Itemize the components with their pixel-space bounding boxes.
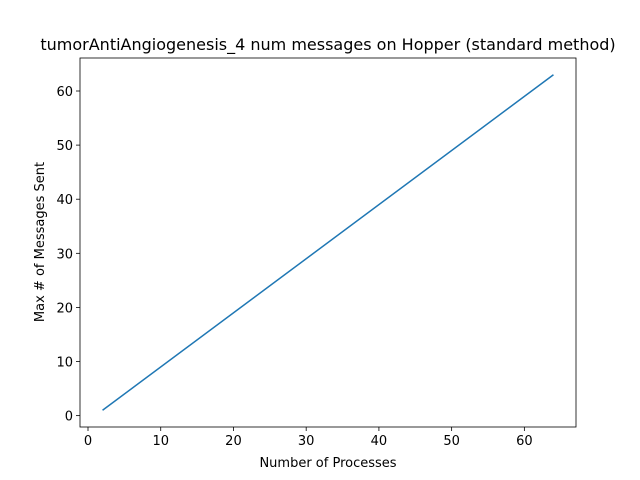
plot-area: 0 10 20 30 40 50 60 0 10 20 30 40 50 60: [56, 57, 577, 449]
x-tick-label: 50: [443, 434, 460, 449]
y-tick-label: 0: [65, 410, 73, 425]
y-tick-label: 40: [56, 193, 73, 208]
x-axis-label: Number of Processes: [259, 456, 396, 471]
y-tick-label: 60: [56, 85, 73, 100]
x-tick-label: 30: [298, 434, 315, 449]
x-tick-label: 40: [371, 434, 388, 449]
y-tick-label: 20: [56, 301, 73, 316]
axes-frame: [79, 57, 577, 428]
chart-title: tumorAntiAngiogenesis_4 num messages on …: [40, 35, 615, 55]
y-tick-label: 10: [56, 356, 73, 371]
y-axis-label: Max # of Messages Sent: [33, 162, 48, 322]
x-tick-label: 60: [516, 434, 533, 449]
x-tick-label: 0: [84, 434, 92, 449]
x-tick-label: 10: [152, 434, 169, 449]
x-tick-label: 20: [225, 434, 242, 449]
y-tick-label: 30: [56, 247, 73, 262]
series-line-0: [102, 74, 554, 411]
y-tick-label: 50: [56, 139, 73, 154]
